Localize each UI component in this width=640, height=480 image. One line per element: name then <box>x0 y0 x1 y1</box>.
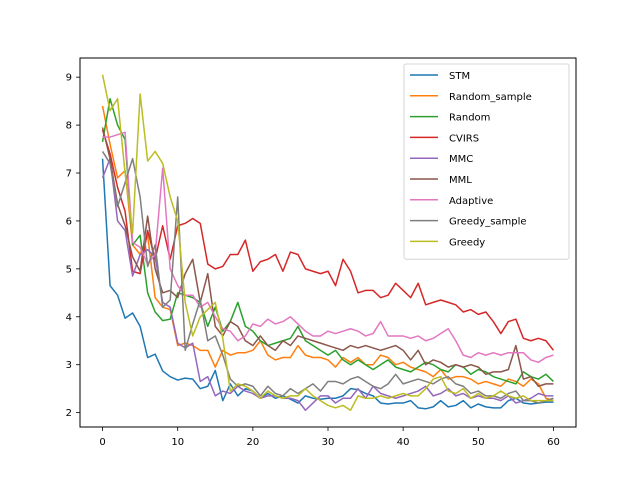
plot-lines <box>101 74 555 411</box>
x-tick-label: 20 <box>246 437 259 448</box>
x-tick-label: 50 <box>472 437 485 448</box>
y-tick-label: 3 <box>66 360 72 371</box>
legend-label: MML <box>449 175 472 186</box>
x-tick-label: 60 <box>547 437 560 448</box>
y-tick-label: 7 <box>66 169 72 180</box>
x-axis: 0 10 20 30 40 50 60 <box>99 427 560 448</box>
legend-label: Adaptive <box>449 196 493 207</box>
series-line-mml <box>101 127 554 388</box>
series-line-greedy <box>101 74 554 411</box>
y-tick-label: 8 <box>66 121 72 132</box>
legend-label: MMC <box>449 154 473 165</box>
x-tick-label: 10 <box>171 437 184 448</box>
legend-label: Random <box>449 113 490 124</box>
series-line-stm <box>101 158 554 410</box>
legend-label: CVIRS <box>449 133 479 144</box>
series-line-adaptive <box>102 131 554 364</box>
series-line-greedy-sample <box>101 151 554 404</box>
x-tick-label: 40 <box>397 437 410 448</box>
legend-label: Random_sample <box>449 92 532 103</box>
series-line-random-sample <box>101 105 554 402</box>
y-tick-label: 6 <box>66 216 72 227</box>
legend-label: STM <box>449 71 470 82</box>
y-tick-label: 4 <box>66 312 72 323</box>
legend-label: Greedy <box>449 237 485 248</box>
y-tick-label: 5 <box>66 264 72 275</box>
x-tick-label: 30 <box>322 437 335 448</box>
series-line-mmc <box>101 157 554 411</box>
legend: STM Random_sample Random CVIRS MMC MML Adaptiv… <box>403 63 570 260</box>
y-tick-label: 9 <box>66 73 72 84</box>
y-axis: 2 3 4 5 6 7 8 9 <box>66 73 80 419</box>
y-tick-label: 2 <box>66 408 72 419</box>
legend-label: Greedy_sample <box>449 217 527 228</box>
legend-box <box>403 63 570 260</box>
series-line-random <box>101 97 554 385</box>
x-tick-label: 0 <box>99 437 105 448</box>
